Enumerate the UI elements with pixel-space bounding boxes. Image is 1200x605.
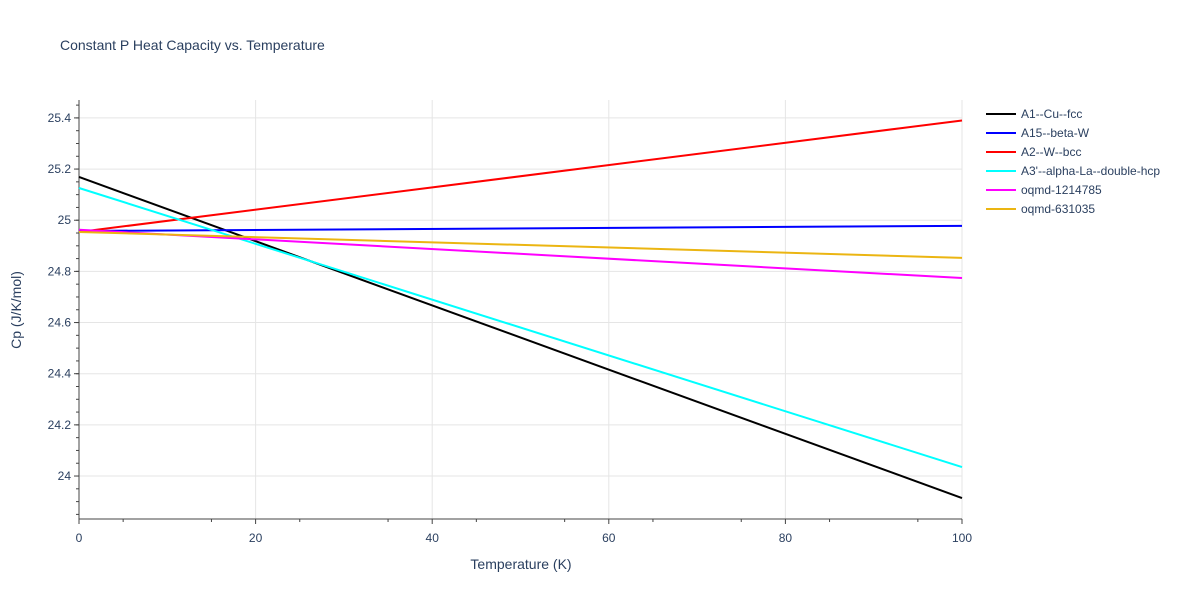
y-tick-label: 24.2: [48, 418, 72, 432]
y-axis-label: Cp (J/K/mol): [8, 271, 24, 349]
x-axis-label: Temperature (K): [470, 556, 571, 572]
y-tick-label: 24.4: [48, 367, 72, 381]
axes: 0 20 40 60 80 100 24 24.2 24.4 24.6 24.8 25 25.2 25.4: [48, 100, 972, 545]
legend[interactable]: A1--Cu--fcc A15--beta-W A2--W--bcc A3'--alp…: [986, 107, 1160, 216]
y-tick-label: 25.4: [48, 111, 72, 125]
legend-item-label: A15--beta-W: [1021, 126, 1090, 140]
x-tick-label: 0: [76, 531, 83, 545]
series-line-oqmd-1214785: [78, 228, 963, 280]
x-tick-label: 60: [602, 531, 616, 545]
x-tick-label: 20: [249, 531, 263, 545]
grid: [79, 100, 963, 519]
series-line-A1--Cu--fcc: [78, 176, 963, 499]
legend-item-label: A1--Cu--fcc: [1021, 107, 1082, 121]
y-tick-label: 25: [58, 213, 72, 227]
y-tick-label: 24.6: [48, 316, 72, 330]
y-tick-label: 24.8: [48, 264, 72, 278]
x-tick-label: 80: [779, 531, 793, 545]
series-line-A3'--alpha-La--double-hcp: [78, 187, 963, 469]
y-tick-label: 25.2: [48, 162, 72, 176]
series-line-oqmd-631035: [78, 230, 963, 259]
x-tick-label: 100: [952, 531, 972, 545]
y-tick-label: 24: [58, 469, 72, 483]
series-line-A2--W--bcc: [78, 119, 963, 233]
chart-title: Constant P Heat Capacity vs. Temperature: [60, 37, 325, 53]
series-lines: [78, 119, 963, 499]
series-line-A15--beta-W: [78, 224, 963, 232]
legend-item-label: oqmd-631035: [1021, 202, 1095, 216]
x-tick-label: 40: [426, 531, 440, 545]
legend-item-label: oqmd-1214785: [1021, 183, 1102, 197]
legend-item-label: A3'--alpha-La--double-hcp: [1021, 164, 1160, 178]
legend-item-label: A2--W--bcc: [1021, 145, 1081, 159]
